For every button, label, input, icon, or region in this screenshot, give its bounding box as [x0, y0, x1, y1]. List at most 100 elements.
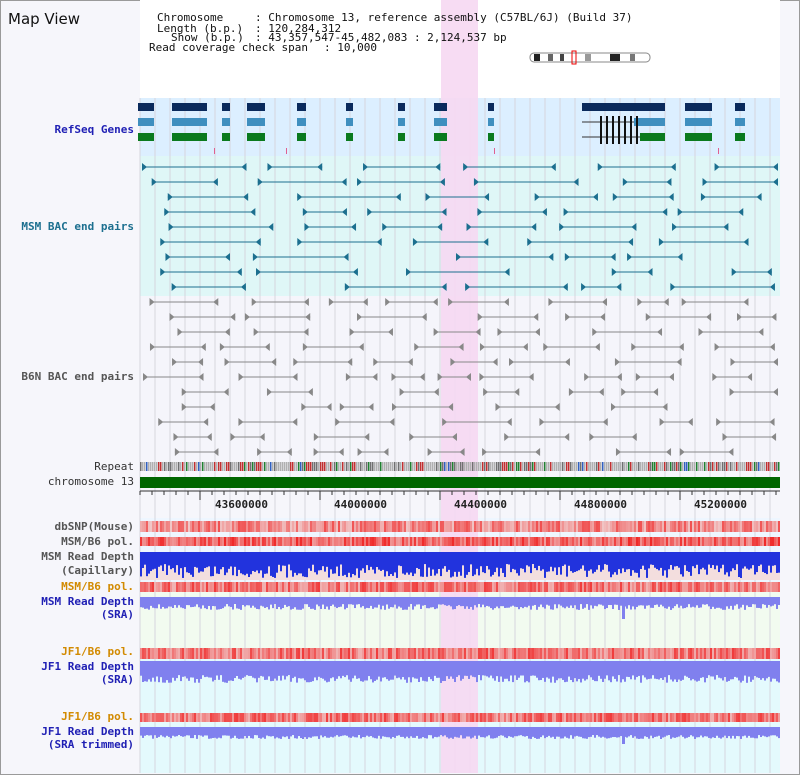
depth-bar	[634, 597, 636, 610]
jf1-depth-sra-label-1[interactable]: JF1 Read Depth	[41, 660, 134, 673]
gene-transcript	[297, 118, 306, 126]
gene-transcript	[172, 118, 207, 126]
polymorphism-cell	[674, 521, 676, 532]
b6n-bac-pair-end	[223, 388, 229, 396]
polymorphism-cell	[490, 537, 492, 546]
jf1-depth-trimmed-label-1[interactable]: JF1 Read Depth	[41, 725, 134, 738]
polymorphism-cell	[434, 648, 436, 659]
msm-bac-label[interactable]: MSM BAC end pairs	[21, 220, 134, 233]
polymorphism-cell	[492, 582, 494, 592]
polymorphism-cell	[168, 713, 170, 722]
repeat-mark	[142, 462, 144, 471]
depth-bar	[238, 597, 240, 609]
jf1-b6-pol-label-2[interactable]: JF1/B6 pol.	[61, 710, 134, 723]
depth-bar	[166, 727, 168, 736]
polymorphism-cell	[282, 648, 284, 659]
polymorphism-cell	[166, 521, 168, 532]
polymorphism-cell	[310, 582, 312, 592]
depth-bar	[688, 597, 690, 605]
polymorphism-cell	[286, 648, 288, 659]
depth-bar	[156, 552, 158, 578]
polymorphism-cell	[536, 713, 538, 722]
repeat-mark	[234, 462, 236, 471]
polymorphism-cell	[202, 582, 204, 592]
repeat-mark	[146, 462, 148, 471]
msm-bac-pair-end	[160, 238, 166, 246]
jf1-b6-pol-label[interactable]: JF1/B6 pol.	[61, 645, 134, 658]
depth-bar	[160, 727, 162, 736]
polymorphism-cell	[468, 582, 470, 592]
depth-bar	[146, 552, 148, 577]
b6n-bac-label[interactable]: B6N BAC end pairs	[21, 370, 134, 383]
depth-bar	[552, 661, 554, 677]
depth-bar	[522, 661, 524, 676]
polymorphism-cell	[584, 537, 586, 546]
depth-bar	[286, 597, 288, 607]
polymorphism-cell	[238, 521, 240, 532]
polymorphism-cell	[650, 648, 652, 659]
polymorphism-cell	[462, 521, 464, 532]
repeat-mark	[702, 462, 704, 471]
polymorphism-cell	[614, 582, 616, 592]
polymorphism-cell	[168, 582, 170, 592]
repeat-mark	[744, 462, 746, 471]
polymorphism-cell	[510, 713, 512, 722]
polymorphism-cell	[704, 582, 706, 592]
polymorphism-cell	[628, 648, 630, 659]
polymorphism-cell	[730, 537, 732, 546]
polymorphism-cell	[222, 648, 224, 659]
depth-bar	[222, 597, 224, 609]
polymorphism-cell	[592, 713, 594, 722]
polymorphism-cell	[350, 648, 352, 659]
depth-bar	[248, 552, 250, 578]
refseq-genes-label[interactable]: RefSeq Genes	[54, 123, 134, 136]
polymorphism-cell	[512, 582, 514, 592]
polymorphism-cell	[286, 537, 288, 546]
polymorphism-cell	[624, 713, 626, 722]
msm-b6-pol-label-2[interactable]: MSM/B6 pol.	[61, 580, 134, 593]
polymorphism-cell	[586, 521, 588, 532]
depth-bar	[670, 597, 672, 610]
b6n-bac-pair-end	[266, 388, 272, 396]
polymorphism-cell	[374, 537, 376, 546]
b6n-bac-pair-end	[451, 433, 457, 441]
msm-b6-pol-label[interactable]: MSM/B6 pol.	[61, 535, 134, 548]
polymorphism-cell	[298, 537, 300, 546]
polymorphism-cell	[774, 648, 776, 659]
msm-bac-pair-end	[581, 283, 587, 291]
depth-bar	[702, 597, 704, 605]
polymorphism-cell	[534, 582, 536, 592]
msm-depth-sra-label-1[interactable]: MSM Read Depth	[41, 595, 134, 608]
depth-bar	[656, 552, 658, 570]
depth-bar	[630, 597, 632, 610]
polymorphism-cell	[572, 648, 574, 659]
depth-bar	[754, 552, 756, 575]
polymorphism-cell	[212, 713, 214, 722]
depth-bar	[176, 552, 178, 566]
depth-bar	[208, 661, 210, 678]
polymorphism-cell	[568, 582, 570, 592]
depth-bar	[662, 727, 664, 738]
polymorphism-cell	[254, 582, 256, 592]
polymorphism-cell	[392, 713, 394, 722]
depth-bar	[736, 552, 738, 565]
depth-bar	[614, 597, 616, 605]
depth-bar	[560, 597, 562, 606]
msm-bac-pair-end	[597, 163, 603, 171]
polymorphism-cell	[392, 537, 394, 546]
depth-bar	[210, 661, 212, 678]
gene-marker	[494, 148, 495, 154]
depth-bar	[198, 597, 200, 608]
dbsnp-label[interactable]: dbSNP(Mouse)	[54, 520, 134, 533]
b6n-bac-pair-end	[554, 403, 560, 411]
depth-bar	[676, 597, 678, 605]
depth-bar	[584, 661, 586, 681]
polymorphism-cell	[772, 537, 774, 546]
b6n-bac-pair-end	[584, 373, 590, 381]
polymorphism-cell	[438, 582, 440, 592]
repeat-mark	[684, 462, 686, 471]
msm-depth-capillary-label-1[interactable]: MSM Read Depth	[41, 550, 134, 563]
b6n-bac-pair-end	[631, 343, 637, 351]
b6n-bac-pair-end	[307, 388, 313, 396]
depth-bar	[600, 597, 602, 605]
